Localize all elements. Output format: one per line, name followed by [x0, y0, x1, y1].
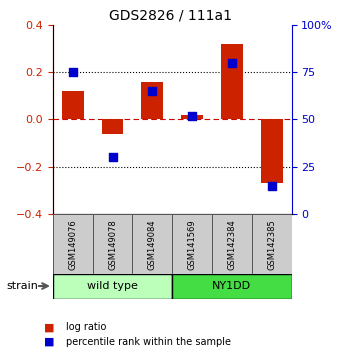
Text: wild type: wild type — [87, 281, 138, 291]
Point — [189, 113, 195, 119]
Bar — [172, 274, 292, 299]
Text: GSM149084: GSM149084 — [148, 219, 157, 270]
Text: GSM149078: GSM149078 — [108, 219, 117, 270]
Text: GSM141569: GSM141569 — [188, 219, 197, 270]
Text: log ratio: log ratio — [66, 322, 107, 332]
Bar — [53, 214, 93, 274]
Text: ■: ■ — [44, 322, 55, 332]
Bar — [132, 214, 172, 274]
Point — [269, 183, 275, 189]
Text: ■: ■ — [44, 337, 55, 347]
Bar — [62, 91, 84, 119]
Text: GSM142384: GSM142384 — [227, 219, 236, 270]
Text: strain: strain — [7, 281, 39, 291]
Bar — [102, 119, 123, 134]
Bar — [53, 274, 172, 299]
Point — [150, 88, 155, 94]
Text: GDS2826 / 111a1: GDS2826 / 111a1 — [109, 9, 232, 23]
Bar — [252, 214, 292, 274]
Point — [229, 60, 235, 65]
Point — [110, 154, 115, 160]
Bar — [212, 214, 252, 274]
Bar — [181, 115, 203, 119]
Bar — [261, 119, 283, 183]
Bar — [93, 214, 132, 274]
Bar — [221, 44, 243, 119]
Bar — [142, 81, 163, 119]
Text: GSM149076: GSM149076 — [68, 219, 77, 270]
Point — [70, 69, 75, 75]
Text: GSM142385: GSM142385 — [267, 219, 276, 270]
Bar — [172, 214, 212, 274]
Text: percentile rank within the sample: percentile rank within the sample — [66, 337, 232, 347]
Text: NY1DD: NY1DD — [212, 281, 251, 291]
